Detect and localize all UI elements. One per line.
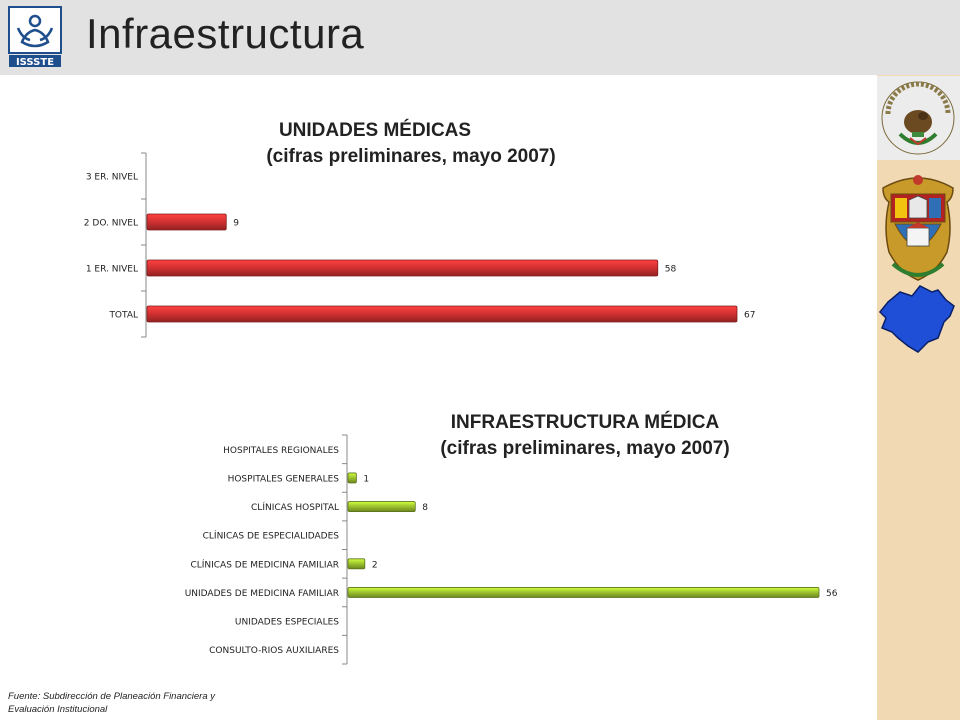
chart2-category-label: HOSPITALES GENERALES [228, 474, 340, 484]
chart1-category-label: 3 ER. NIVEL [86, 173, 138, 183]
chart2-bar [347, 587, 820, 598]
chart-unidades-medicas: 3 ER. NIVEL 2 DO. NIVEL 9 1 ER. NIVEL 58 TOTA… [84, 152, 755, 338]
footnote-line-1: Fuente: Subdirección de Planeación Finan… [8, 691, 216, 702]
issste-logo: ISSSTE [8, 6, 62, 68]
chart1-title-block: UNIDADES MÉDICAS (cifras preliminares, m… [140, 118, 610, 170]
chart-infraestructura-medica: HOSPITALES REGIONALES HOSPITALES GENERALE… [185, 434, 838, 665]
chart2-title-block: INFRAESTRUCTURA MÉDICA (cifras prelimina… [410, 410, 760, 462]
chart1-bar [146, 213, 227, 231]
page-title: Infraestructura [86, 10, 365, 57]
chart1-data-label: 9 [233, 219, 239, 229]
michoacan-coat-of-arms-icon [877, 168, 959, 286]
chart2-category-label: CLÍNICAS HOSPITAL [251, 501, 339, 513]
michoacan-map-icon [878, 282, 958, 354]
chart1-bar [146, 305, 738, 323]
chart1-subtitle: (cifras preliminares, mayo 2007) [266, 146, 556, 167]
header-bar: ISSSTE Infraestructura [0, 0, 877, 75]
source-footnote: Fuente: Subdirección de Planeación Finan… [8, 690, 268, 716]
chart1-data-label: 58 [665, 265, 677, 275]
chart1-category-label: 2 DO. NIVEL [84, 219, 138, 229]
chart2-data-label: 8 [422, 503, 428, 513]
footnote-line-2: Evaluación Institucional [8, 704, 108, 715]
chart2-data-label: 1 [363, 474, 369, 484]
chart2-category-label: HOSPITALES REGIONALES [223, 446, 339, 456]
chart1-category-label: TOTAL [108, 311, 138, 321]
chart2-category-label: UNIDADES ESPECIALES [235, 618, 339, 628]
chart2-data-label: 2 [372, 560, 378, 570]
mexico-coat-of-arms-icon [878, 78, 958, 158]
chart2-category-label: CLÍNICAS DE MEDICINA FAMILIAR [190, 558, 339, 570]
chart2-data-label: 56 [826, 589, 838, 599]
right-top-block [877, 0, 960, 75]
chart1-data-label: 67 [744, 311, 755, 321]
chart2-category-label: CONSULTO-RIOS AUXILIARES [209, 646, 339, 656]
chart1-title: UNIDADES MÉDICAS [278, 120, 472, 141]
chart2-category-label: UNIDADES DE MEDICINA FAMILIAR [185, 589, 339, 599]
chart1-bar [146, 259, 659, 277]
chart2-category-label: CLÍNICAS DE ESPECIALIDADES [203, 530, 340, 542]
chart2-bar [347, 558, 366, 570]
chart2-title: INFRAESTRUCTURA MÉDICA [450, 412, 720, 433]
chart2-bar [347, 472, 357, 484]
chart2-bar [347, 501, 416, 512]
logo-text: ISSSTE [16, 57, 54, 68]
chart2-subtitle: (cifras preliminares, mayo 2007) [440, 438, 730, 459]
chart1-category-label: 1 ER. NIVEL [86, 265, 138, 275]
